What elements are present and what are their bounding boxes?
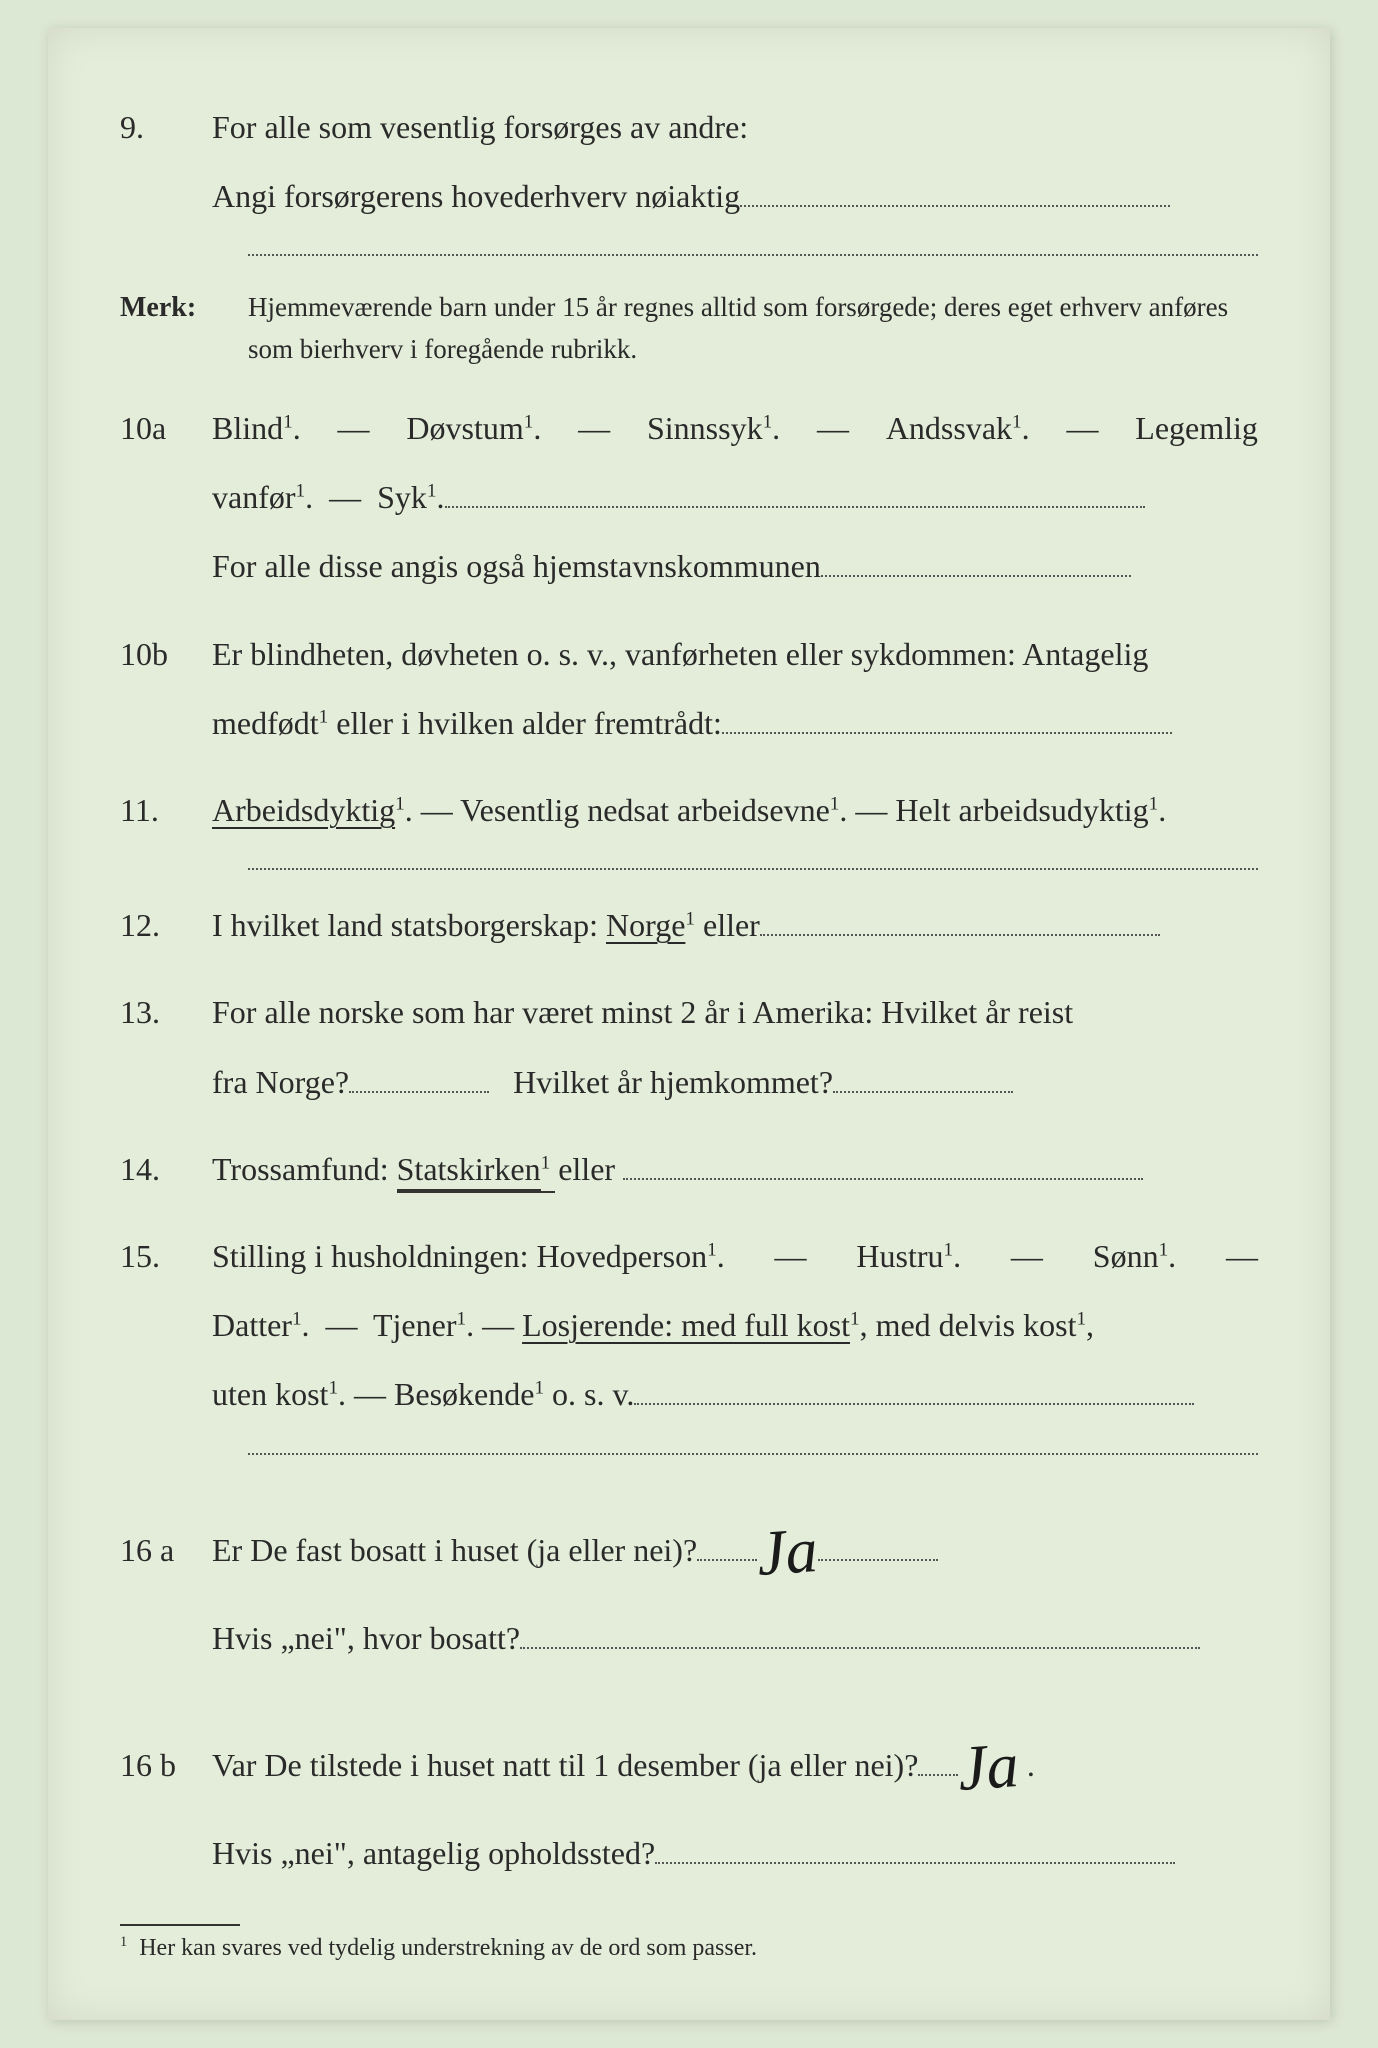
merk-label: Merk: bbox=[120, 282, 248, 334]
footnote-text: Her kan svares ved tydelig understreknin… bbox=[139, 1935, 757, 1961]
question-13-line1: 13. For alle norske som har været minst … bbox=[120, 983, 1258, 1042]
merk-text: Hjemmeværende barn under 15 år regnes al… bbox=[248, 287, 1258, 371]
question-12: 12. I hvilket land statsborgerskap: Norg… bbox=[120, 896, 1258, 955]
footnote-block: 1 Her kan svares ved tydelig understrekn… bbox=[120, 1924, 1258, 1962]
question-16b-line2: Hvis „nei", antagelig opholdssted? bbox=[120, 1824, 1258, 1883]
question-16a-line2: Hvis „nei", hvor bosatt? bbox=[120, 1609, 1258, 1668]
fill-line bbox=[760, 904, 1160, 936]
q9-number: 9. bbox=[120, 98, 212, 157]
q14-opt: Statskirken bbox=[397, 1151, 541, 1191]
q10b-text1: Er blindheten, døvheten o. s. v., vanfør… bbox=[212, 625, 1258, 684]
fill-line bbox=[722, 702, 1172, 734]
question-14: 14. Trossamfund: Statskirken1 eller bbox=[120, 1140, 1258, 1199]
question-13-line2: fra Norge? Hvilket år hjemkommet? bbox=[120, 1053, 1258, 1112]
fill-line bbox=[655, 1832, 1175, 1864]
q10a-number: 10a bbox=[120, 399, 212, 458]
question-16a-line1: 16 a Er De fast bosatt i huset (ja eller… bbox=[120, 1481, 1258, 1599]
fill-line bbox=[520, 1617, 1200, 1649]
fill-line bbox=[821, 545, 1131, 577]
fill-line bbox=[740, 175, 1170, 207]
q16a-number: 16 a bbox=[120, 1521, 212, 1580]
q11-number: 11. bbox=[120, 781, 212, 840]
q16b-answer-handwritten: Ja bbox=[954, 1706, 1023, 1828]
q15-number: 15. bbox=[120, 1227, 212, 1286]
footnote-rule bbox=[120, 1924, 240, 1926]
q12-opt: Norge bbox=[606, 907, 685, 943]
question-10b-line1: 10b Er blindheten, døvheten o. s. v., va… bbox=[120, 625, 1258, 684]
q16a-answer-handwritten: Ja bbox=[753, 1491, 822, 1613]
fill-line bbox=[634, 1373, 1194, 1405]
q15-losjerende: Losjerende: med full kost bbox=[522, 1307, 850, 1343]
question-9-line2: Angi forsørgerens hovederhverv nøiaktig bbox=[120, 167, 1258, 226]
fill-line bbox=[349, 1061, 489, 1093]
fill-line bbox=[445, 476, 1145, 508]
q12-number: 12. bbox=[120, 896, 212, 955]
q16b-number: 16 b bbox=[120, 1736, 212, 1795]
section-divider bbox=[248, 1453, 1258, 1455]
section-divider bbox=[248, 254, 1258, 256]
question-10b-line2: medfødt1 eller i hvilken alder fremtrådt… bbox=[120, 694, 1258, 753]
q11-opt-a: Arbeidsdyktig bbox=[212, 792, 395, 828]
question-11: 11. Arbeidsdyktig1. — Vesentlig nedsat a… bbox=[120, 781, 1258, 840]
question-15-line3: uten kost1. — Besøkende1 o. s. v. bbox=[120, 1365, 1258, 1424]
fill-line bbox=[623, 1148, 1143, 1180]
question-15-line2: Datter1. — Tjener1. — Losjerende: med fu… bbox=[120, 1296, 1258, 1355]
question-16b-line1: 16 b Var De tilstede i huset natt til 1 … bbox=[120, 1696, 1258, 1814]
section-divider bbox=[248, 868, 1258, 870]
q13-number: 13. bbox=[120, 983, 212, 1042]
question-10a-line2: vanfør1. — Syk1. bbox=[120, 468, 1258, 527]
question-9-line1: 9. For alle som vesentlig forsørges av a… bbox=[120, 98, 1258, 157]
q9-text2: Angi forsørgerens hovederhverv nøiaktig bbox=[212, 178, 740, 214]
question-10a-line1: 10a Blind1. — Døvstum1. — Sinnssyk1. — A… bbox=[120, 399, 1258, 458]
q13-text1: For alle norske som har været minst 2 år… bbox=[212, 983, 1258, 1042]
q9-text1: For alle som vesentlig forsørges av andr… bbox=[212, 98, 1258, 157]
question-15-line1: 15. Stilling i husholdningen: Hovedperso… bbox=[120, 1227, 1258, 1286]
footnote-marker: 1 bbox=[120, 1934, 127, 1950]
fill-line bbox=[833, 1061, 1013, 1093]
merk-note: Merk: Hjemmeværende barn under 15 år reg… bbox=[120, 282, 1258, 371]
q10b-number: 10b bbox=[120, 625, 212, 684]
q14-number: 14. bbox=[120, 1140, 212, 1199]
question-10a-line3: For alle disse angis også hjemstavnskomm… bbox=[120, 537, 1258, 596]
census-form-page: 9. For alle som vesentlig forsørges av a… bbox=[48, 28, 1330, 2020]
